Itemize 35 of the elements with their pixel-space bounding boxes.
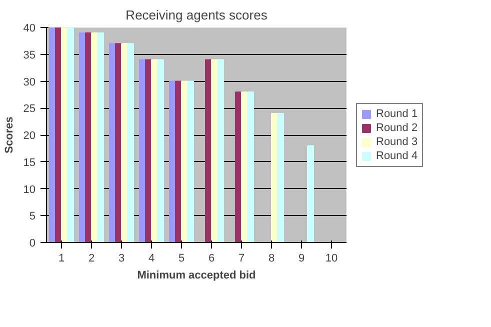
- y-tick-label: 0: [29, 238, 36, 250]
- y-tick-label: 10: [23, 184, 36, 196]
- legend-label: Round 1: [376, 108, 418, 120]
- x-tick-label: 6: [208, 252, 215, 264]
- x-tick-label: 2: [88, 252, 95, 264]
- x-tick-label: 5: [178, 252, 185, 264]
- bar: [187, 80, 194, 242]
- bar: [97, 32, 104, 242]
- bar: [277, 113, 284, 242]
- bar: [127, 43, 134, 242]
- legend-label: Round 4: [376, 150, 418, 162]
- x-tick-label: 4: [148, 252, 155, 264]
- x-tick-label: 10: [325, 252, 338, 264]
- y-tick-label: 30: [23, 76, 36, 88]
- x-axis-title: Minimum accepted bid: [137, 270, 256, 282]
- bar: [217, 59, 224, 242]
- x-tick-label: 7: [238, 252, 245, 264]
- y-axis-title: Scores: [3, 116, 16, 154]
- bar: [157, 59, 164, 242]
- legend-label: Round 3: [376, 136, 418, 148]
- x-tick-label: 3: [118, 252, 125, 264]
- y-tick-label: 20: [23, 130, 36, 142]
- x-tick-label: 1: [58, 252, 65, 264]
- bar: [307, 145, 314, 242]
- y-tick-label: 15: [23, 156, 36, 169]
- y-tick-label: 35: [23, 49, 36, 62]
- chart-title: Receiving agents scores: [126, 8, 268, 22]
- y-tick-label: 5: [29, 210, 36, 223]
- x-tick-label: 8: [268, 252, 275, 264]
- legend-label: Round 2: [376, 122, 418, 134]
- y-tick-label: 25: [23, 103, 36, 116]
- x-tick-label: 9: [298, 252, 305, 264]
- bar: [247, 92, 254, 242]
- bar: [67, 28, 74, 242]
- y-tick-label: 40: [23, 22, 36, 34]
